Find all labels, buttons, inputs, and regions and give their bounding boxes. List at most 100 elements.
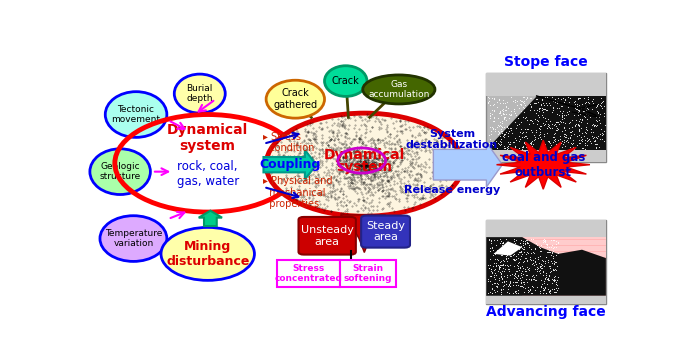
Point <box>550 266 561 272</box>
Point <box>592 104 603 109</box>
Point <box>499 114 510 120</box>
Point <box>492 284 503 290</box>
Point <box>542 242 553 248</box>
Bar <box>486 220 606 237</box>
Point <box>531 121 542 127</box>
Point <box>551 105 562 110</box>
Point <box>490 280 501 286</box>
Text: Release energy: Release energy <box>403 185 500 195</box>
Point <box>497 240 508 246</box>
Point <box>590 139 601 144</box>
Point <box>502 130 513 136</box>
Point <box>493 96 504 102</box>
Point <box>580 99 591 105</box>
Point <box>543 249 554 255</box>
Text: Burial
depth: Burial depth <box>186 84 213 103</box>
Point <box>562 109 573 114</box>
Point <box>500 105 511 110</box>
Point <box>493 129 504 134</box>
Point <box>548 260 559 266</box>
Point <box>519 98 530 104</box>
Point <box>495 142 506 148</box>
Point <box>526 139 537 144</box>
Point <box>527 249 538 255</box>
Point <box>503 286 514 292</box>
Point <box>503 142 514 147</box>
Point <box>560 127 571 133</box>
Point <box>484 289 495 295</box>
Point <box>508 282 519 287</box>
Point <box>544 289 555 295</box>
Point <box>564 119 575 125</box>
Point <box>531 277 542 283</box>
Point <box>521 129 532 135</box>
Point <box>490 127 501 132</box>
Point <box>486 95 497 101</box>
Point <box>540 140 551 146</box>
Point <box>566 140 577 146</box>
Point <box>500 117 511 123</box>
Point <box>501 289 512 295</box>
Point <box>532 284 543 290</box>
Point <box>510 137 521 143</box>
Point <box>538 106 549 112</box>
Point <box>485 278 496 284</box>
Point <box>519 94 530 100</box>
Point <box>482 277 493 282</box>
Point <box>531 107 542 113</box>
Point <box>576 119 587 125</box>
Point <box>521 237 532 243</box>
Point <box>542 281 553 287</box>
Point <box>588 122 599 128</box>
Point <box>547 267 558 273</box>
Point <box>541 244 552 250</box>
Point <box>550 130 561 135</box>
Point <box>503 105 514 111</box>
Point <box>573 95 584 101</box>
Point <box>490 276 501 282</box>
Point <box>501 123 512 129</box>
Point <box>488 108 499 113</box>
Point <box>548 277 559 282</box>
Point <box>530 136 540 142</box>
Point <box>512 263 523 269</box>
Point <box>571 133 582 139</box>
Point <box>543 138 554 144</box>
Point <box>516 283 527 289</box>
Point <box>516 283 527 289</box>
Point <box>509 257 520 263</box>
Point <box>516 248 527 254</box>
Point <box>556 104 566 109</box>
Point <box>512 272 523 278</box>
Point <box>570 105 581 110</box>
Point <box>541 241 552 247</box>
Point <box>590 112 601 118</box>
Point <box>549 267 560 273</box>
Point <box>518 130 529 135</box>
Point <box>506 245 517 251</box>
Point <box>570 101 581 107</box>
Point <box>499 115 510 121</box>
Point <box>510 288 521 294</box>
Point <box>527 273 538 278</box>
Point <box>564 109 575 114</box>
Point <box>508 98 519 104</box>
Point <box>552 239 563 245</box>
Point <box>541 94 552 100</box>
Point <box>546 244 557 250</box>
Point <box>488 96 499 102</box>
Point <box>537 139 548 145</box>
Point <box>573 112 584 118</box>
Point <box>594 144 605 150</box>
Point <box>488 264 499 269</box>
Point <box>537 144 548 150</box>
Point <box>542 138 553 143</box>
Point <box>518 242 529 248</box>
Point <box>543 117 553 122</box>
Point <box>564 135 575 141</box>
Point <box>595 120 606 126</box>
Point <box>489 256 500 262</box>
Point <box>510 237 521 243</box>
Point <box>519 282 530 287</box>
Point <box>519 285 530 291</box>
